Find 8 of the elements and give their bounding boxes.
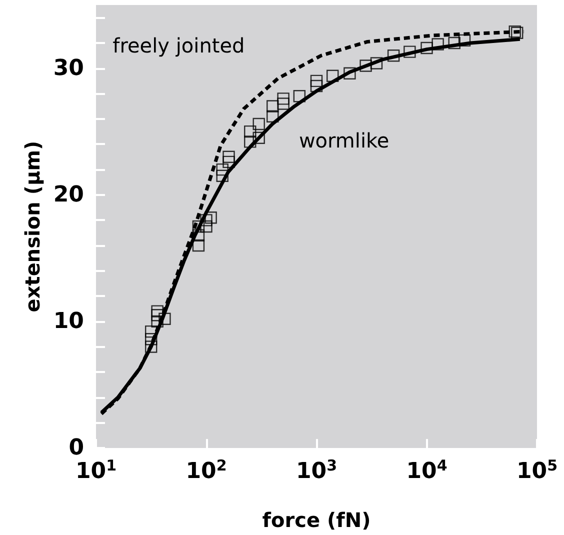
y-tick-label: 30 [53,56,84,81]
series-label: wormlike [298,128,390,152]
series-label: freely jointed [112,34,245,58]
y-tick-label: 0 [68,436,84,460]
y-tick-label: 10 [53,308,84,334]
x-axis-title: force (fN) [262,508,371,532]
y-tick-label: 20 [53,182,84,208]
y-axis-title: extension (µm) [20,140,44,312]
